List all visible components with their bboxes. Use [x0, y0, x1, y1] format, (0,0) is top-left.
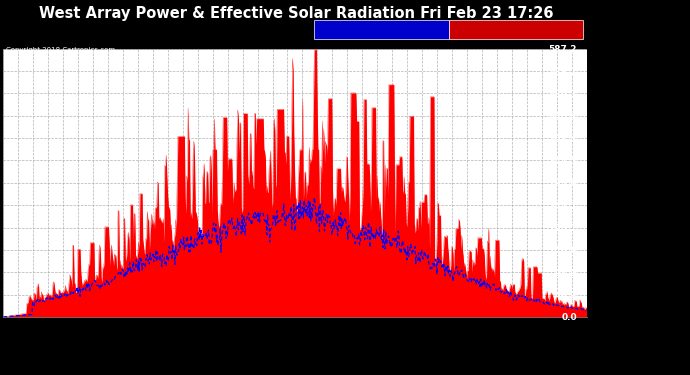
Text: West Array Power & Effective Solar Radiation Fri Feb 23 17:26: West Array Power & Effective Solar Radia…: [39, 6, 554, 21]
Text: West Array (DC Watts): West Array (DC Watts): [451, 25, 549, 34]
Text: Copyright 2018 Cartronics.com: Copyright 2018 Cartronics.com: [6, 47, 115, 53]
Text: Radiation (Effective w/m2): Radiation (Effective w/m2): [317, 25, 437, 34]
